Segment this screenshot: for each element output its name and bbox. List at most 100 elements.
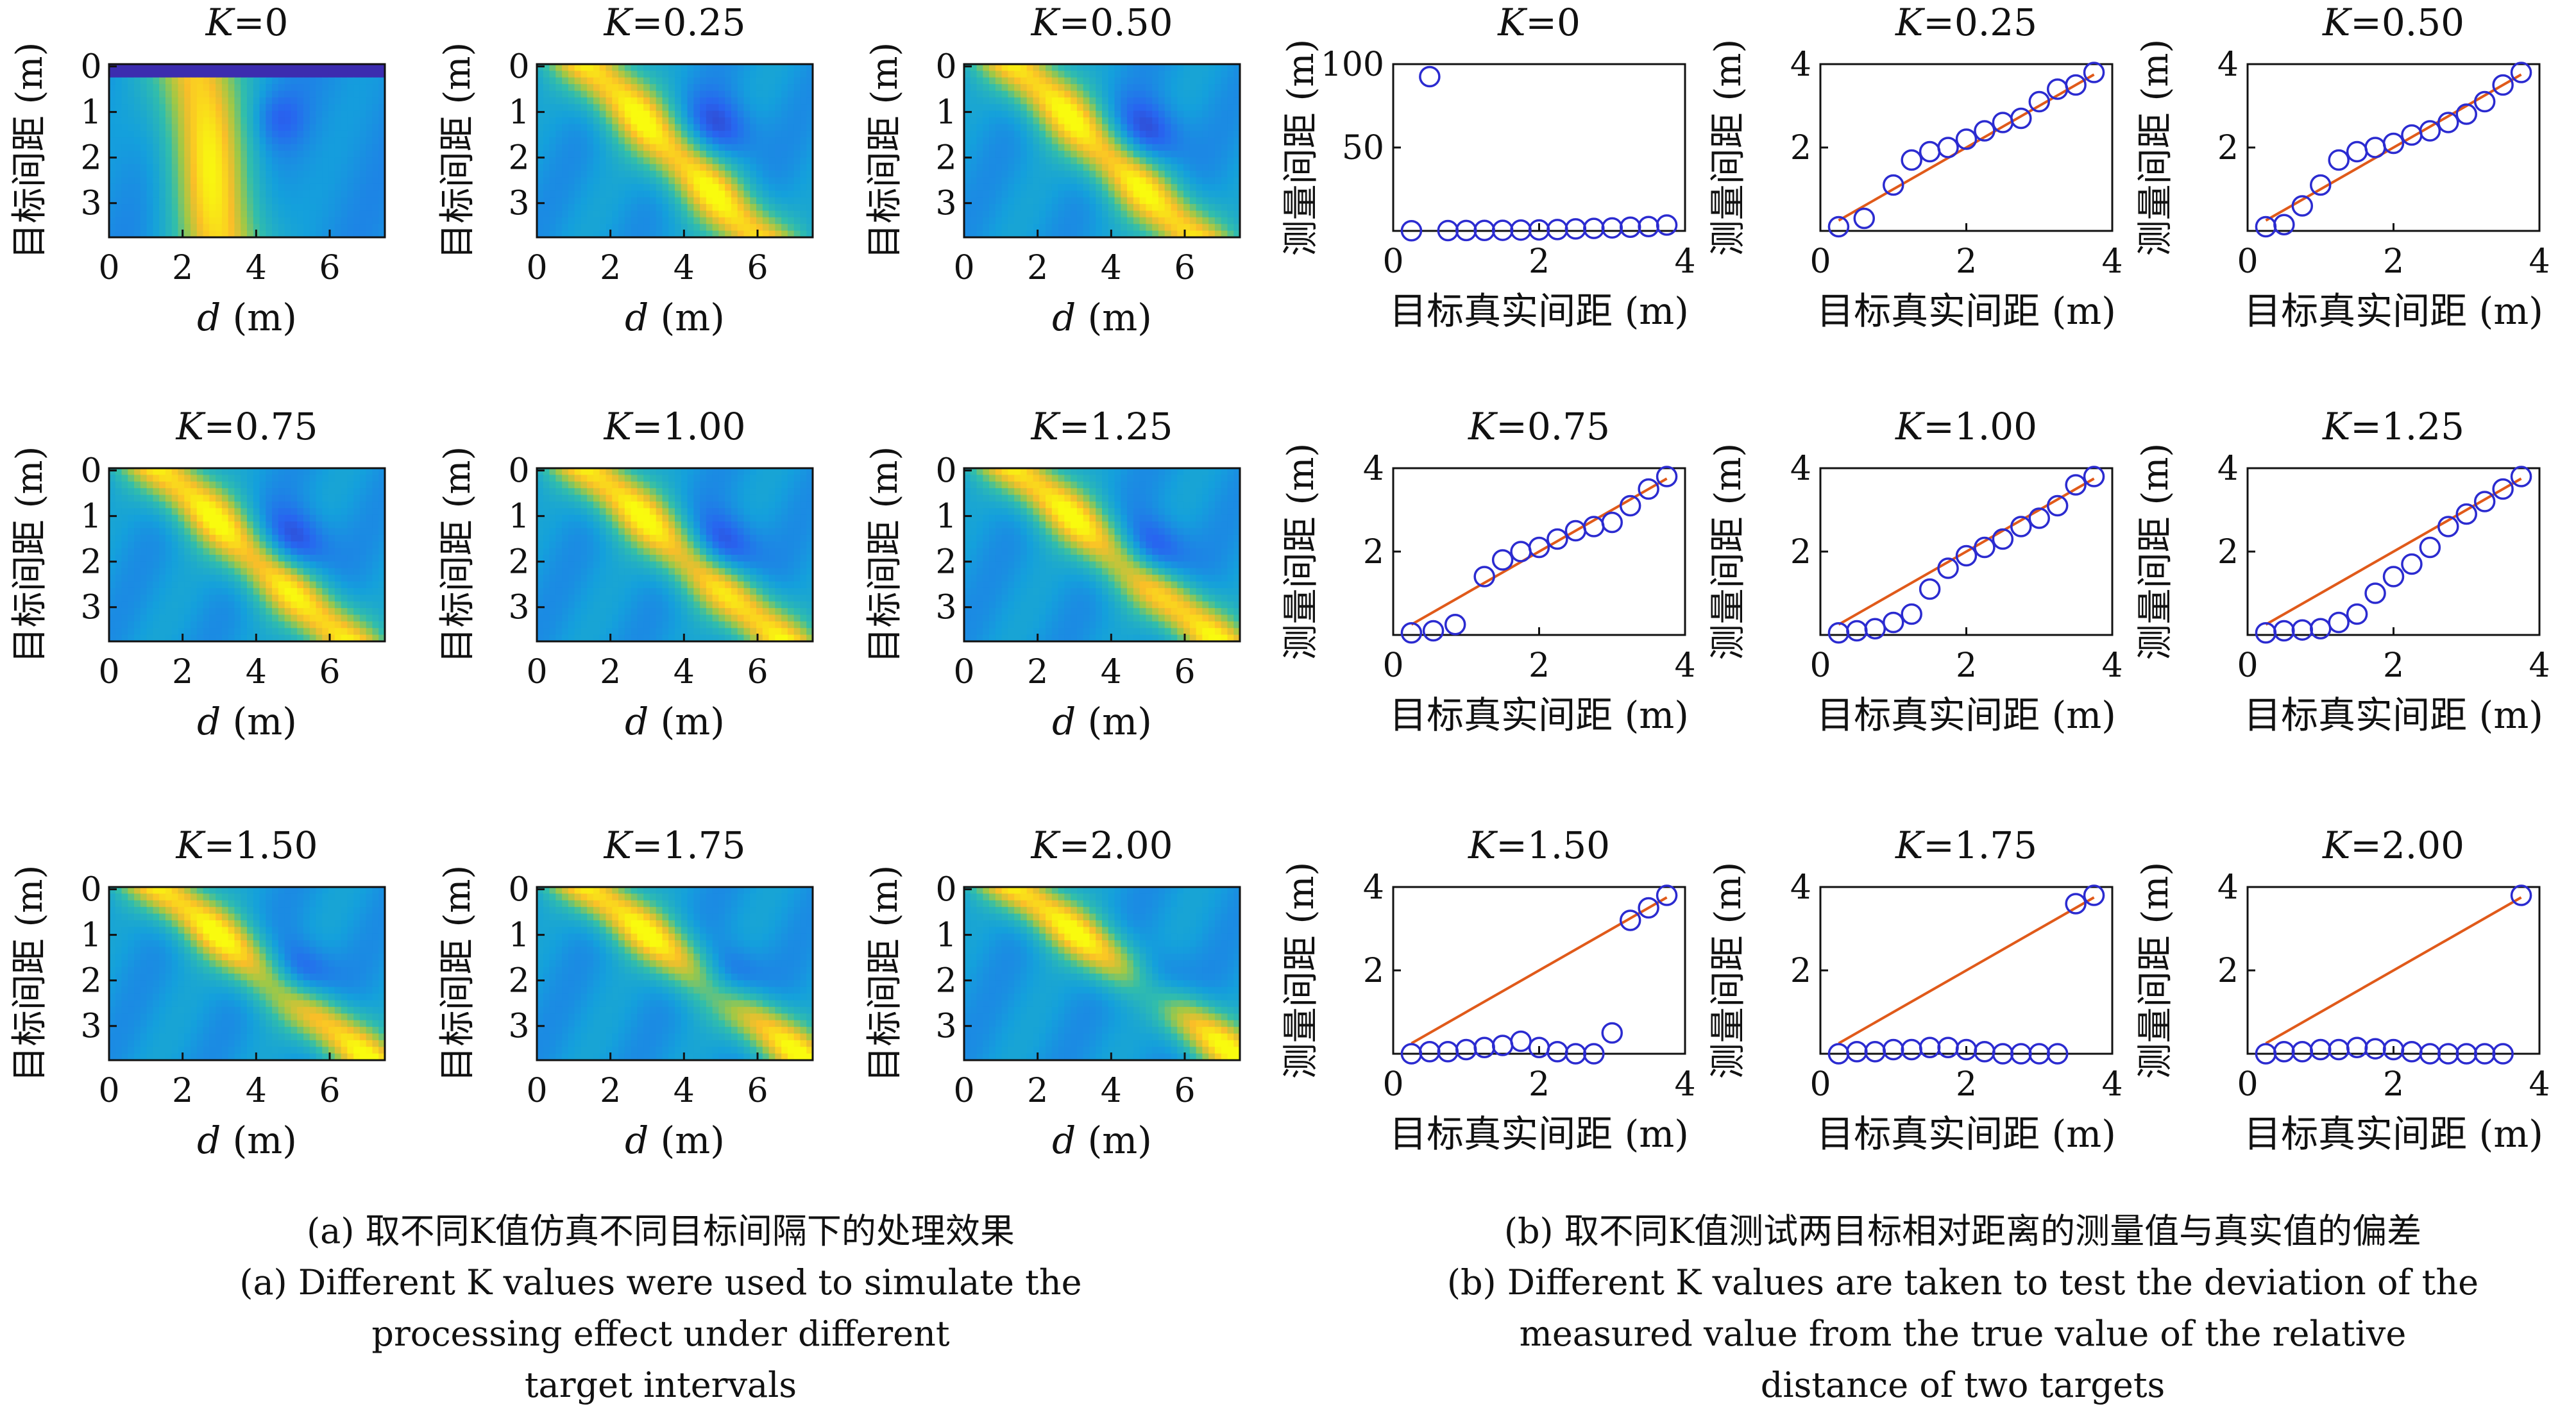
heatmap-cell: [260, 97, 266, 105]
heatmap-cell: [285, 184, 291, 191]
x-tick-label: 4: [1101, 249, 1122, 287]
heatmap-cell: [983, 217, 989, 224]
heatmap-cell: [122, 548, 128, 555]
heatmap-cell: [769, 164, 775, 171]
heatmap-cell: [134, 84, 140, 91]
heatmap-cell: [1058, 104, 1065, 111]
heatmap-cell: [706, 91, 713, 98]
heatmap-cell: [800, 71, 806, 78]
heatmap-cell: [568, 104, 575, 111]
heatmap-cell: [216, 210, 222, 217]
heatmap-cell: [209, 508, 216, 515]
heatmap-cell: [1177, 131, 1183, 138]
heatmap-cell: [1158, 157, 1165, 164]
heatmap-cell: [297, 84, 303, 91]
heatmap-cell: [241, 614, 247, 621]
heatmap-cell: [178, 131, 185, 138]
heatmap-cell: [688, 91, 694, 98]
heatmap-cell: [593, 111, 600, 118]
heatmap-cell: [197, 64, 203, 71]
heatmap-cell: [134, 97, 140, 105]
heatmap-cell: [650, 482, 656, 489]
heatmap-cell: [228, 198, 235, 205]
heatmap-cell: [631, 204, 638, 211]
heatmap-cell: [731, 71, 738, 78]
heatmap-cell: [769, 84, 775, 91]
heatmap-cell: [1027, 111, 1033, 118]
heatmap-cell: [328, 131, 335, 138]
heatmap-cell: [191, 144, 197, 151]
heatmap-cell: [750, 84, 756, 91]
heatmap-cell: [272, 78, 278, 85]
heatmap-cell: [234, 602, 241, 609]
heatmap-cell: [656, 482, 663, 489]
heatmap-cell: [1146, 71, 1152, 78]
heatmap-cell: [1077, 111, 1083, 118]
heatmap-cell: [165, 515, 172, 522]
heatmap-cell: [303, 84, 310, 91]
heatmap-cell: [1108, 217, 1115, 224]
heatmap-cell: [1190, 190, 1196, 198]
heatmap-cell: [750, 64, 756, 71]
heatmap-cell: [977, 137, 983, 144]
heatmap-cell: [575, 508, 581, 515]
heatmap-cell: [693, 157, 700, 164]
heatmap-cell: [788, 78, 794, 85]
heatmap-cell: [347, 104, 353, 111]
heatmap-cell: [575, 64, 581, 71]
heatmap-cell: [209, 151, 216, 158]
heatmap-cell: [1077, 178, 1083, 185]
heatmap-cell: [122, 210, 128, 217]
heatmap-cell: [1196, 190, 1203, 198]
heatmap-cell: [197, 575, 203, 582]
heatmap-cell: [266, 468, 272, 475]
heatmap-cell: [184, 217, 191, 224]
heatmap-cell: [140, 97, 147, 105]
heatmap-cell: [977, 124, 983, 131]
heatmap-cell: [1039, 97, 1046, 105]
heatmap-cell: [763, 468, 769, 475]
heatmap-cell: [209, 78, 216, 85]
heatmap-cell: [247, 502, 253, 509]
heatmap-cell: [1227, 91, 1233, 98]
heatmap-cell: [700, 508, 706, 515]
heatmap-cell: [1221, 124, 1228, 131]
heatmap-cell: [1208, 144, 1215, 151]
heatmap-cell: [241, 535, 247, 542]
heatmap-cell: [115, 568, 122, 575]
heatmap-cell: [637, 488, 643, 495]
heatmap-cell: [1152, 178, 1158, 185]
heatmap-cell: [209, 217, 216, 224]
heatmap-cell: [178, 217, 185, 224]
heatmap-cell: [366, 621, 373, 629]
heatmap-cell: [372, 608, 378, 615]
heatmap-cell: [1014, 164, 1021, 171]
heatmap-cell: [600, 190, 606, 198]
heatmap-cell: [266, 84, 272, 91]
heatmap-cell: [693, 97, 700, 105]
y-axis-label: 目标间距 (m): [437, 42, 479, 260]
heatmap-cell: [209, 224, 216, 231]
heatmap-cell: [1089, 111, 1096, 118]
heatmap-cell: [140, 198, 147, 205]
heatmap-cell: [1115, 71, 1121, 78]
heatmap-cell: [643, 210, 650, 217]
heatmap-cell: [580, 488, 587, 495]
heatmap-cell: [216, 628, 222, 635]
heatmap-cell: [316, 217, 323, 224]
heatmap-cell: [575, 71, 581, 78]
heatmap-cell: [310, 488, 316, 495]
heatmap-cell: [266, 64, 272, 71]
heatmap-cell: [568, 144, 575, 151]
heatmap-cell: [600, 508, 606, 515]
heatmap-cell: [794, 178, 801, 185]
heatmap-cell: [241, 561, 247, 568]
heatmap-cell: [1021, 204, 1027, 211]
heatmap-cell: [353, 71, 360, 78]
heatmap-cell: [1102, 157, 1108, 164]
heatmap-cell: [543, 97, 550, 105]
heatmap-cell: [178, 561, 185, 568]
heatmap-cell: [172, 91, 178, 98]
heatmap-cell: [172, 495, 178, 502]
heatmap-cell: [134, 582, 140, 589]
